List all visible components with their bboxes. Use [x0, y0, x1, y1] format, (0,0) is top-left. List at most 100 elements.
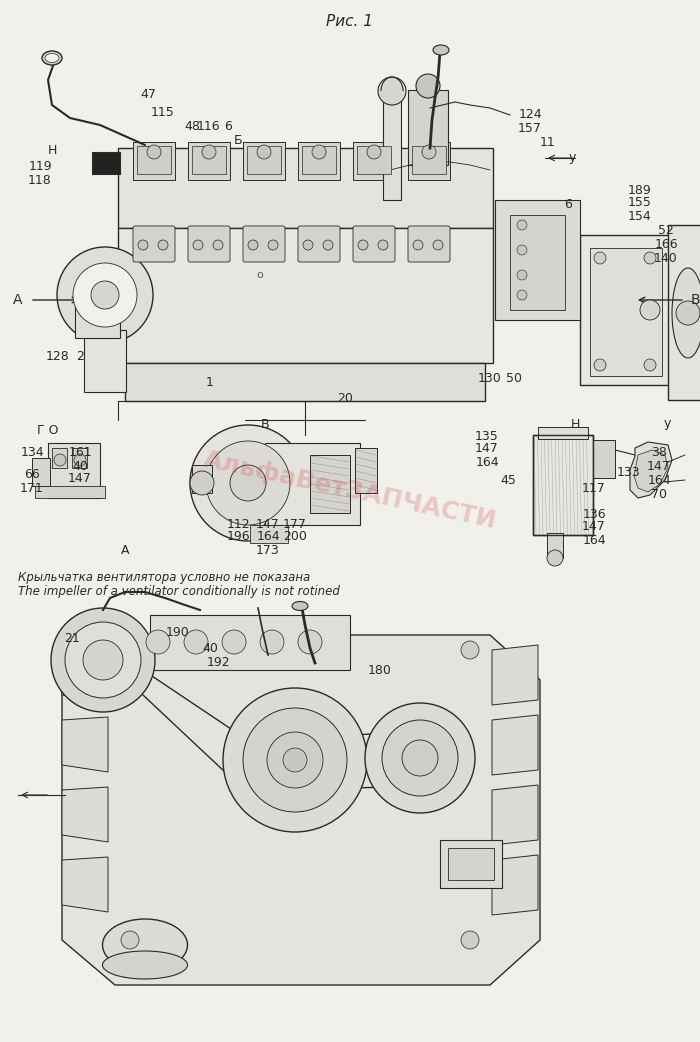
Circle shape — [54, 454, 66, 466]
Bar — [188, 142, 230, 180]
Circle shape — [147, 145, 161, 159]
Ellipse shape — [102, 919, 188, 971]
Text: 177: 177 — [283, 518, 307, 530]
Circle shape — [644, 252, 656, 264]
FancyBboxPatch shape — [133, 226, 175, 262]
Circle shape — [378, 77, 406, 105]
Text: 164: 164 — [648, 473, 671, 487]
Text: Рис. 1: Рис. 1 — [326, 15, 374, 29]
Circle shape — [121, 641, 139, 659]
Circle shape — [382, 720, 458, 796]
Circle shape — [433, 240, 443, 250]
Bar — [35, 486, 105, 498]
Circle shape — [640, 300, 660, 320]
Ellipse shape — [672, 268, 700, 358]
Circle shape — [644, 359, 656, 371]
Text: 45: 45 — [500, 473, 516, 487]
Text: 200: 200 — [283, 530, 307, 544]
Text: 133: 133 — [616, 466, 640, 478]
Text: 157: 157 — [518, 122, 542, 134]
Polygon shape — [62, 635, 540, 985]
Circle shape — [517, 220, 527, 230]
Bar — [310, 455, 350, 513]
Bar — [593, 440, 615, 478]
Bar — [48, 443, 100, 498]
Text: 40: 40 — [72, 460, 88, 472]
Circle shape — [547, 550, 563, 566]
Text: 112: 112 — [226, 518, 250, 530]
Circle shape — [243, 708, 347, 812]
Text: 124: 124 — [518, 108, 542, 122]
Bar — [668, 225, 700, 400]
Circle shape — [358, 240, 368, 250]
Bar — [192, 465, 212, 493]
Circle shape — [65, 622, 141, 698]
Text: 40: 40 — [202, 642, 218, 654]
Circle shape — [422, 145, 436, 159]
Text: 117: 117 — [582, 481, 606, 495]
Circle shape — [260, 630, 284, 654]
Text: 180: 180 — [368, 664, 392, 676]
Circle shape — [202, 145, 216, 159]
FancyBboxPatch shape — [353, 226, 395, 262]
Bar — [118, 228, 493, 363]
Text: 52: 52 — [658, 223, 674, 237]
Text: 119: 119 — [28, 159, 52, 173]
Ellipse shape — [102, 951, 188, 979]
Polygon shape — [492, 785, 538, 845]
Bar — [150, 615, 350, 670]
Circle shape — [517, 290, 527, 300]
Text: 130: 130 — [478, 372, 502, 384]
Polygon shape — [492, 645, 538, 705]
Text: 48: 48 — [184, 121, 200, 133]
Circle shape — [138, 240, 148, 250]
FancyBboxPatch shape — [298, 226, 340, 262]
Text: 115: 115 — [151, 106, 175, 120]
Circle shape — [461, 931, 479, 949]
Polygon shape — [630, 442, 672, 498]
Bar — [510, 215, 565, 311]
Text: 11: 11 — [540, 137, 556, 149]
Bar — [533, 435, 593, 535]
Text: 173: 173 — [256, 545, 280, 557]
Circle shape — [517, 245, 527, 255]
Text: Б: Б — [234, 133, 242, 147]
Text: 147: 147 — [582, 521, 606, 534]
Bar — [52, 448, 67, 468]
Text: о: о — [257, 270, 263, 280]
Text: 20: 20 — [337, 392, 353, 404]
Polygon shape — [62, 717, 108, 772]
Text: 190: 190 — [166, 626, 190, 640]
Text: 1: 1 — [206, 375, 214, 389]
Text: у: у — [664, 418, 671, 430]
Circle shape — [413, 240, 423, 250]
Bar — [137, 146, 171, 174]
Circle shape — [57, 247, 153, 343]
Text: 47: 47 — [140, 89, 156, 101]
Bar — [408, 90, 448, 165]
Bar — [84, 330, 126, 392]
Text: 6: 6 — [564, 198, 572, 212]
Text: у: у — [568, 150, 575, 164]
Circle shape — [416, 74, 440, 98]
Polygon shape — [62, 647, 108, 702]
Text: 161: 161 — [68, 447, 92, 460]
Text: Н: Н — [48, 144, 57, 156]
Polygon shape — [492, 715, 538, 775]
Text: 166: 166 — [654, 238, 678, 250]
FancyBboxPatch shape — [243, 226, 285, 262]
Circle shape — [303, 240, 313, 250]
Circle shape — [283, 748, 307, 772]
Text: 154: 154 — [628, 210, 652, 223]
Text: 147: 147 — [256, 518, 280, 530]
Text: В: В — [260, 418, 270, 430]
Bar — [408, 142, 450, 180]
Bar — [383, 95, 401, 200]
Bar — [75, 290, 120, 338]
Text: 164: 164 — [475, 456, 499, 470]
Bar — [495, 200, 580, 320]
Text: 134: 134 — [20, 447, 44, 460]
Text: 147: 147 — [647, 460, 671, 472]
Text: 135: 135 — [475, 429, 499, 443]
Text: 189: 189 — [628, 183, 652, 197]
